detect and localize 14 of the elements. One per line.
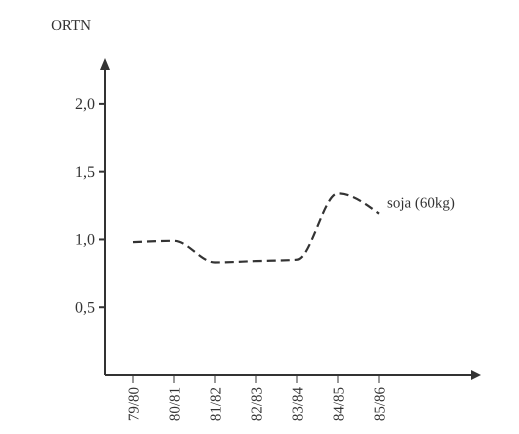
x-tick-label: 80/81 [167,387,184,422]
series-label: soja (60kg) [387,196,455,212]
y-tick-label: 0,5 [75,299,95,316]
x-tick-label: 85/86 [372,386,388,422]
line-series [132,192,380,264]
x-tick-label: 83/84 [290,386,306,422]
y-tick-label: 1,0 [75,232,95,249]
x-tick-label: 84/85 [331,387,348,422]
x-tick-label: 79/80 [126,387,142,422]
x-tick-label: 81/82 [208,387,224,422]
x-tick-label: 82/83 [249,387,266,422]
y-tick-label: 1,5 [75,164,95,181]
y-axis-title: ORTN [51,18,92,34]
y-tick-label: 2,0 [75,96,95,114]
